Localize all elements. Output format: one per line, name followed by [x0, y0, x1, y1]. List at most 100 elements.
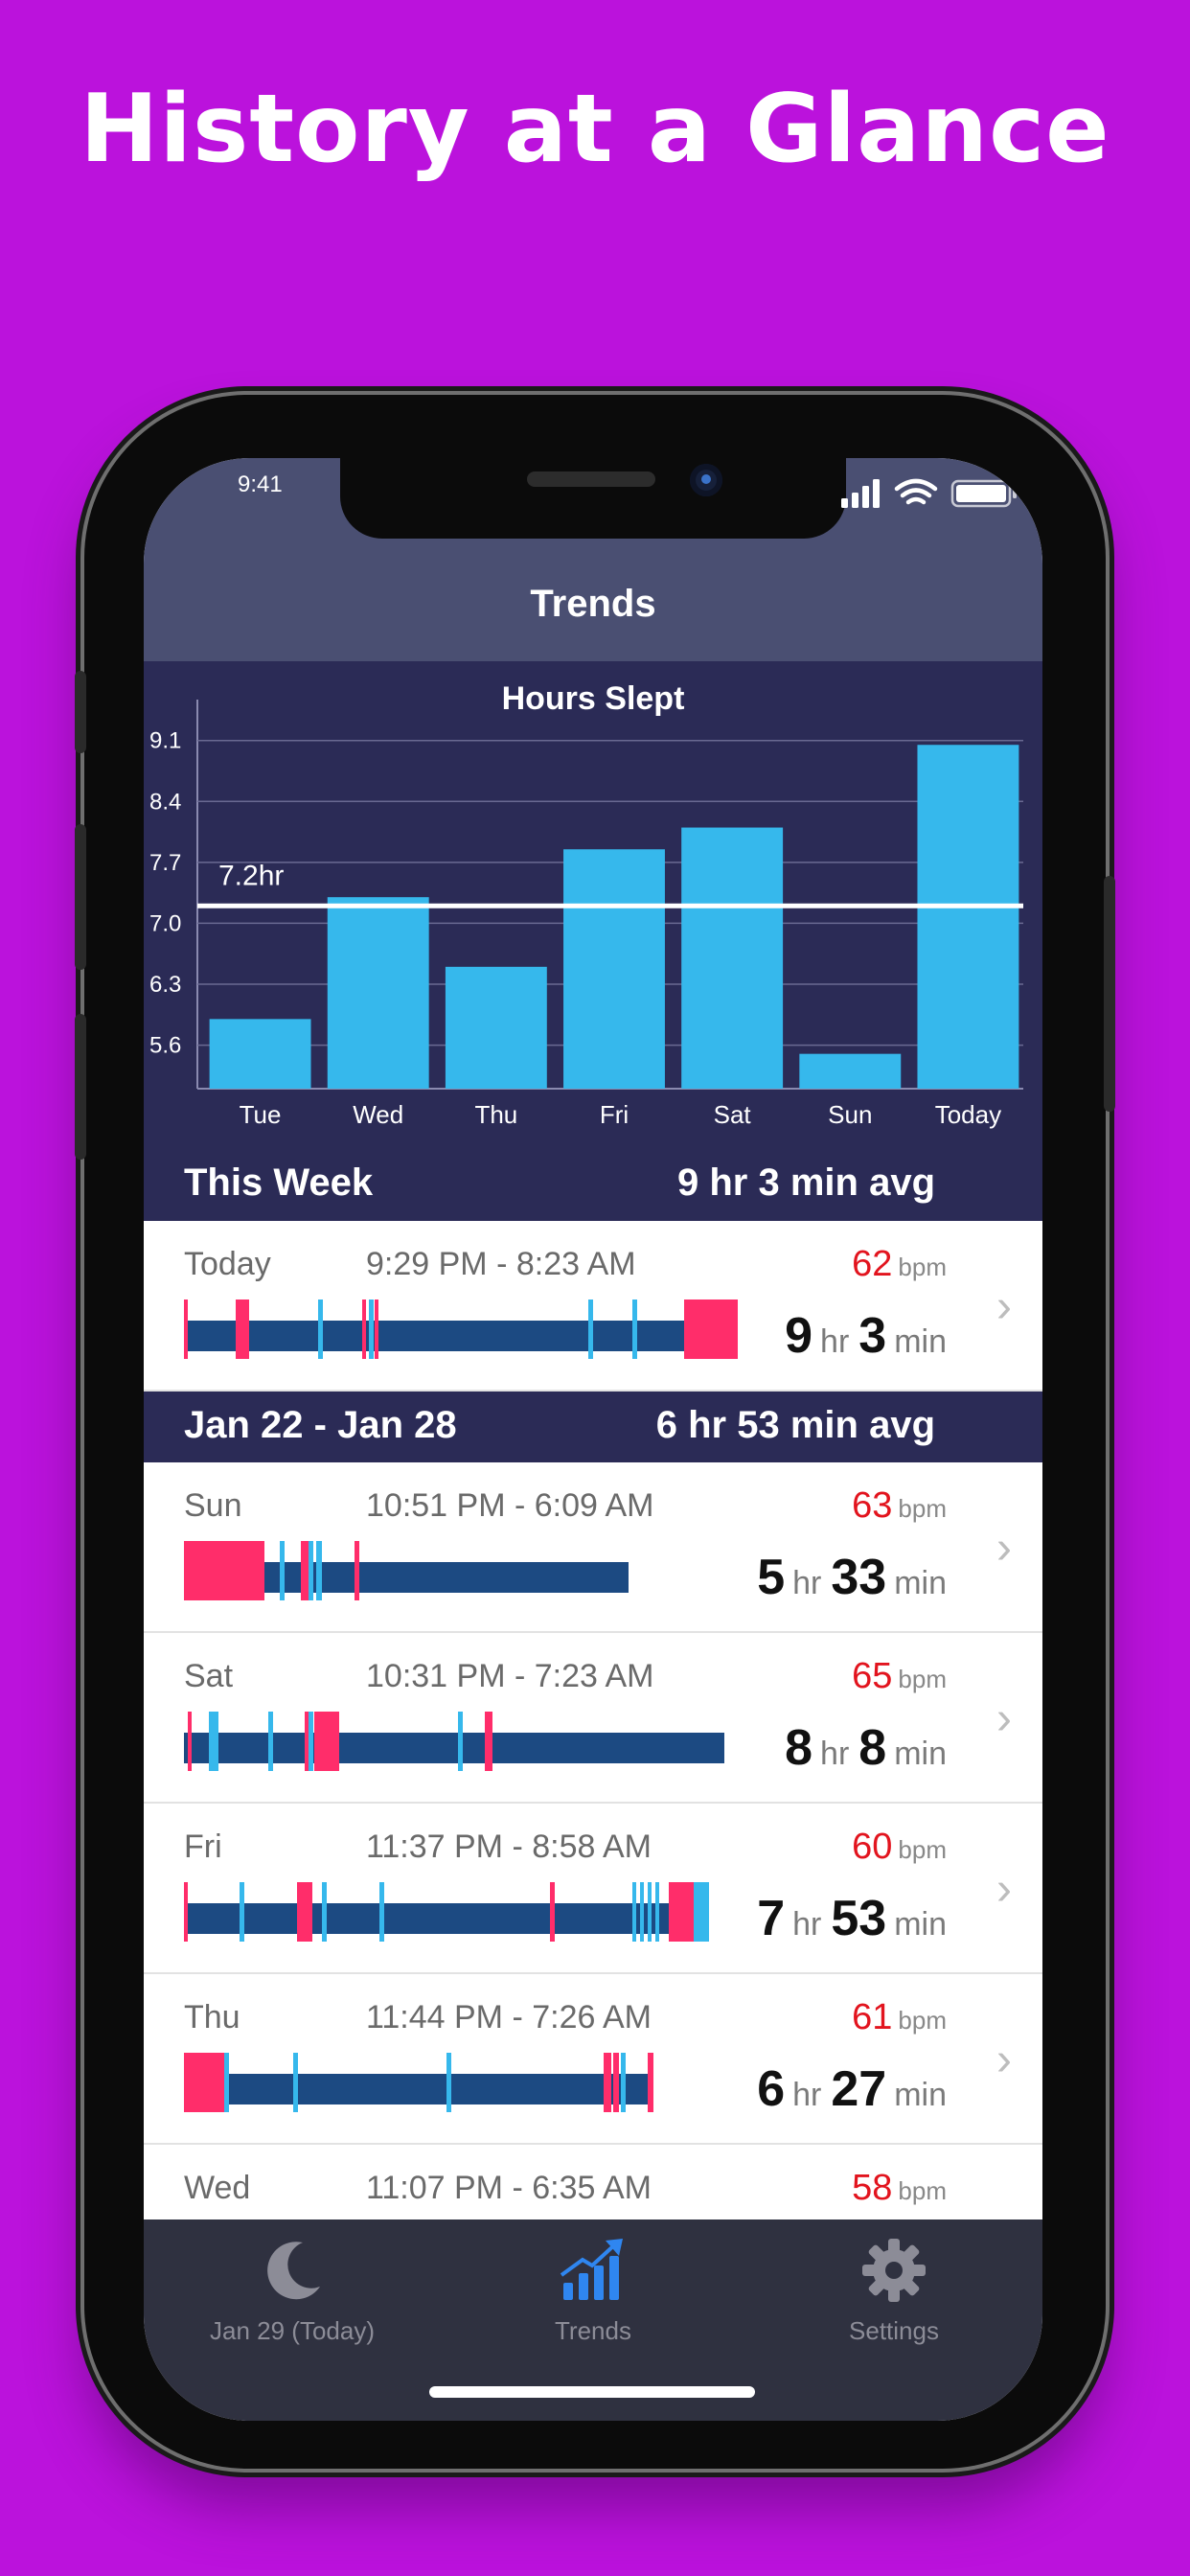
battery-icon — [950, 479, 1017, 508]
mute-switch — [75, 671, 86, 753]
tab-settings[interactable]: Settings — [779, 2237, 1009, 2346]
hours-unit: hr — [820, 1736, 850, 1772]
notch — [340, 458, 846, 539]
minutes-unit: min — [894, 1565, 947, 1601]
duration-minutes: 8 — [858, 1720, 887, 1776]
row-duration: 6 hr 27 min — [757, 2060, 947, 2118]
y-tick-label: 8.4 — [149, 789, 181, 815]
home-indicator — [429, 2386, 755, 2398]
bpm-unit: bpm — [898, 1494, 947, 1523]
hours-unit: hr — [792, 2077, 822, 2113]
sleep-row-thu[interactable]: Thu 11:44 PM - 7:26 AM 61 bpm 6 hr 27 min › — [144, 1974, 1042, 2145]
row-time-range: 9:29 PM - 8:23 AM — [366, 1246, 636, 1282]
sleep-row-sat[interactable]: Sat 10:31 PM - 7:23 AM 65 bpm 8 hr 8 min › — [144, 1633, 1042, 1804]
y-tick-label: 7.7 — [149, 850, 181, 876]
sleep-row-today[interactable]: Today 9:29 PM - 8:23 AM 62 bpm 9 hr 3 min › — [144, 1221, 1042, 1392]
duration-minutes: 53 — [831, 1891, 887, 1946]
chevron-right-icon: › — [996, 1864, 1012, 1915]
x-tick-label: Fri — [600, 1100, 629, 1129]
row-time-range: 10:51 PM - 6:09 AM — [366, 1487, 654, 1524]
tab-trends[interactable]: Trends — [478, 2237, 708, 2346]
row-day: Wed — [184, 2170, 251, 2206]
x-tick-label: Wed — [353, 1100, 403, 1129]
bpm-unit: bpm — [898, 1665, 947, 1693]
row-duration: 5 hr 33 min — [757, 1549, 947, 1606]
status-icons — [841, 478, 1017, 508]
row-heart-rate: 65 bpm — [852, 1656, 947, 1697]
minutes-unit: min — [894, 2077, 947, 2113]
bar — [681, 827, 784, 1089]
minutes-unit: min — [894, 1323, 947, 1360]
x-tick-label: Sun — [828, 1100, 872, 1129]
tab-bar: Jan 29 (Today) Trends — [144, 2220, 1042, 2421]
bar — [917, 745, 1019, 1089]
tab-label: Trends — [555, 2316, 631, 2345]
row-time-range: 11:07 PM - 6:35 AM — [366, 2170, 652, 2206]
week-range-average: 6 hr 53 min avg — [655, 1404, 935, 1446]
x-tick-label: Today — [935, 1100, 1001, 1129]
bpm-value: 58 — [852, 2168, 893, 2208]
this-week-label: This Week — [184, 1162, 374, 1204]
row-heart-rate: 62 bpm — [852, 1244, 947, 1285]
chevron-right-icon: › — [996, 2035, 1012, 2085]
this-week-average: 9 hr 3 min avg — [677, 1162, 935, 1204]
row-heart-rate: 63 bpm — [852, 1485, 947, 1527]
duration-minutes: 27 — [831, 2061, 887, 2117]
chart-title: Hours Slept — [501, 680, 685, 717]
volume-up-button — [75, 824, 86, 970]
gear-icon — [862, 2239, 926, 2302]
duration-hours: 7 — [757, 1891, 786, 1946]
y-tick-label: 5.6 — [149, 1033, 181, 1059]
bpm-unit: bpm — [898, 2006, 947, 2035]
volume-down-button — [75, 1014, 86, 1160]
bpm-unit: bpm — [898, 1835, 947, 1864]
row-heart-rate: 61 bpm — [852, 1997, 947, 2038]
sleep-row-fri[interactable]: Fri 11:37 PM - 8:58 AM 60 bpm 7 hr 53 min › — [144, 1804, 1042, 1974]
bpm-unit: bpm — [898, 2176, 947, 2205]
status-time: 9:41 — [238, 472, 283, 497]
duration-minutes: 3 — [858, 1308, 887, 1364]
row-day: Sat — [184, 1658, 234, 1694]
bpm-value: 61 — [852, 1997, 893, 2037]
y-tick-label: 7.0 — [149, 910, 181, 936]
tab-label: Jan 29 (Today) — [210, 2316, 375, 2345]
duration-hours: 8 — [785, 1720, 813, 1776]
bar — [327, 897, 429, 1089]
speaker — [527, 472, 655, 487]
row-time-range: 10:31 PM - 7:23 AM — [366, 1658, 654, 1694]
sleep-row-sun[interactable]: Sun 10:51 PM - 6:09 AM 63 bpm 5 hr 33 min › — [144, 1462, 1042, 1633]
bar — [799, 1053, 902, 1089]
bpm-value: 63 — [852, 1485, 893, 1526]
average-line-label: 7.2hr — [218, 860, 284, 891]
wifi-icon — [894, 478, 938, 505]
row-heart-rate: 58 bpm — [852, 2168, 947, 2209]
tab-today[interactable]: Jan 29 (Today) — [177, 2237, 407, 2346]
bpm-value: 62 — [852, 1244, 893, 1284]
week-range-label: Jan 22 - Jan 28 — [184, 1404, 457, 1446]
camera — [690, 464, 722, 496]
bar — [445, 966, 547, 1089]
x-tick-label: Thu — [474, 1100, 517, 1129]
hours-unit: hr — [792, 1565, 822, 1601]
sleep-timeline — [184, 2053, 653, 2112]
bpm-unit: bpm — [898, 1253, 947, 1281]
bar — [563, 849, 665, 1089]
duration-hours: 5 — [757, 1550, 786, 1605]
row-duration: 7 hr 53 min — [757, 1890, 947, 1947]
chevron-right-icon: › — [996, 1693, 1012, 1744]
sleep-timeline — [184, 1882, 709, 1942]
duration-minutes: 33 — [831, 1550, 887, 1605]
row-duration: 8 hr 8 min — [785, 1719, 947, 1777]
bpm-value: 65 — [852, 1656, 893, 1696]
chevron-right-icon: › — [996, 1281, 1012, 1332]
duration-hours: 9 — [785, 1308, 813, 1364]
row-heart-rate: 60 bpm — [852, 1827, 947, 1868]
y-tick-label: 9.1 — [149, 728, 181, 754]
row-day: Thu — [184, 1999, 240, 2036]
sleep-timeline — [184, 1541, 629, 1600]
hours-unit: hr — [820, 1323, 850, 1360]
hours-slept-chart: 5.6 6.3 7.0 7.7 8.4 9.1 Tue Wed Thu Fri Sat Sun Toda… — [149, 700, 1023, 1129]
moon-icon — [267, 2242, 320, 2300]
trend-chart-icon — [560, 2239, 623, 2300]
minutes-unit: min — [894, 1736, 947, 1772]
